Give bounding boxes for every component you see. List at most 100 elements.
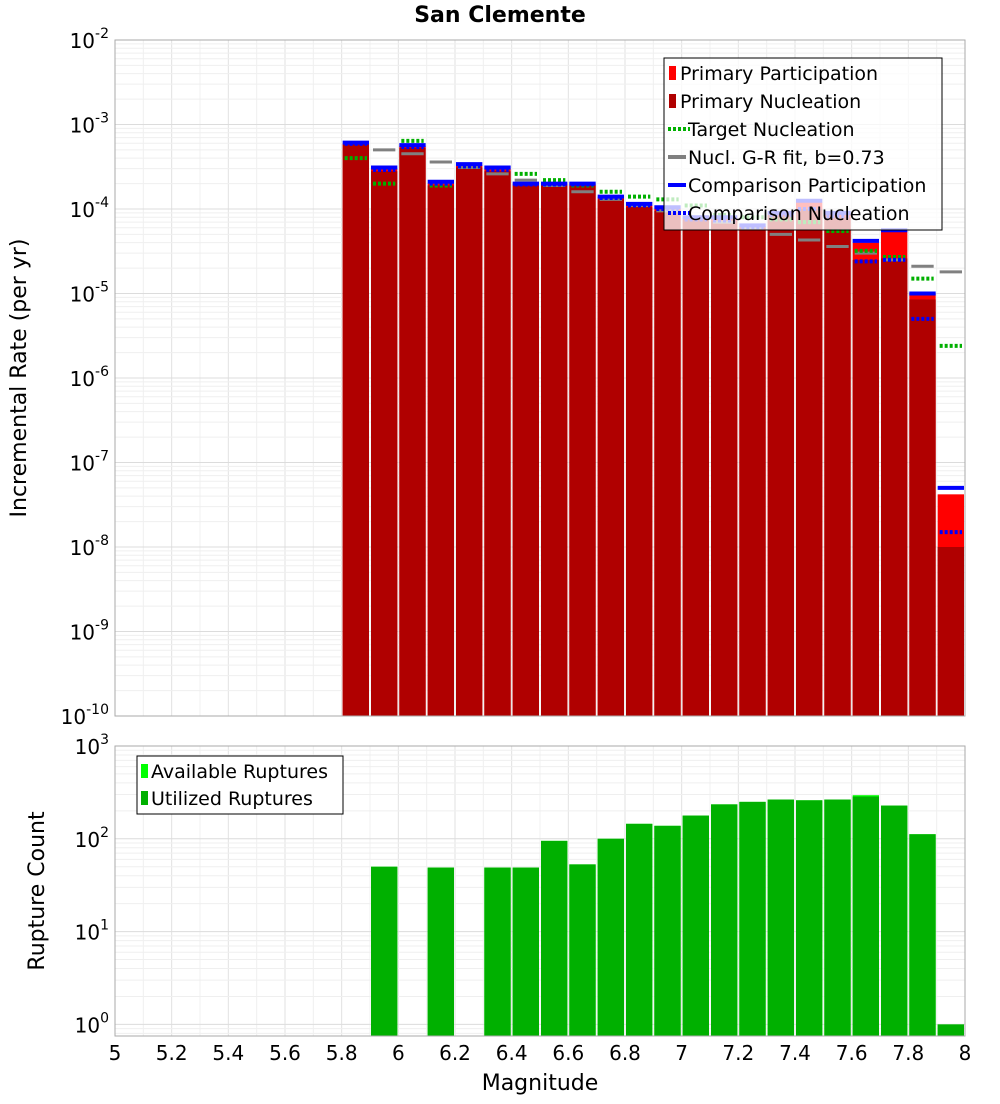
utilized-ruptures-bar [541,840,568,1036]
top-y-tick-base: 10 [70,283,95,307]
utilized-ruptures-bar [512,867,539,1036]
legend-swatch-box [141,764,148,778]
bottom-y-tick-exponent: 3 [100,732,109,748]
top-y-tick-base: 10 [70,114,95,138]
bottom-plot-frame [114,745,966,1037]
primary-nucleation-bar [937,547,964,716]
top-y-tick-exponent: -3 [95,111,109,127]
x-tick-label: 5.4 [212,1041,244,1065]
top-plot-frame [114,39,966,717]
top-y-axis-label: Incremental Rate (per yr) [7,239,32,518]
top-y-tick-base: 10 [70,536,95,560]
utilized-ruptures-bar [371,866,398,1036]
top-legend-box [663,57,943,231]
chart-title: San Clemente [414,3,586,28]
utilized-ruptures-bar [569,864,596,1036]
primary-nucleation-bar [456,167,483,717]
legend-swatch-box [669,94,676,108]
top-y-tick-exponent: -5 [95,280,109,296]
primary-nucleation-bar [739,227,766,716]
top-y-tick-base: 10 [70,367,95,391]
x-tick-label: 6.8 [609,1041,641,1065]
x-axis-label: Magnitude [482,1071,599,1096]
utilized-ruptures-bar [654,825,681,1036]
top-y-tick-label: 10-7 [70,449,109,476]
top-legend-label: Comparison Nucleation [688,203,910,225]
utilized-ruptures-bar [824,799,851,1036]
top-y-tick-exponent: -10 [86,702,109,718]
top-y-tick-label: 10-6 [70,364,110,391]
top-y-tick-label: 10-9 [70,618,109,645]
utilized-ruptures-bar [739,801,766,1036]
top-y-tick-base: 10 [70,621,95,645]
bottom-y-tick-label: 101 [75,918,109,945]
top-y-tick-exponent: -6 [95,364,109,380]
x-tick-label: 5.2 [156,1041,188,1065]
bottom-y-axis-label: Rupture Count [25,811,50,971]
top-y-tick-exponent: -7 [95,449,109,465]
top-y-tick-base: 10 [61,705,86,729]
x-tick-label: 5 [109,1041,122,1065]
utilized-ruptures-bar [881,805,908,1036]
bottom-y-tick-exponent: 0 [100,1010,109,1026]
bottom-y-tick-base: 10 [75,735,100,759]
primary-nucleation-bar [626,207,653,716]
bottom-y-tick-label: 102 [75,825,109,852]
x-tick-label: 7.6 [836,1041,868,1065]
top-y-tick-label: 10-3 [70,111,109,138]
legend-swatch-box [669,66,676,80]
primary-nucleation-bar [682,219,709,717]
bottom-y-tick-exponent: 2 [100,825,109,841]
x-tick-label: 6.6 [552,1041,584,1065]
x-tick-label: 6 [392,1041,405,1065]
top-y-tick-exponent: -8 [95,533,109,549]
bottom-y-tick-base: 10 [75,1013,100,1037]
x-tick-label: 7.8 [892,1041,924,1065]
x-tick-label: 6.4 [496,1041,528,1065]
utilized-ruptures-bar [937,1024,964,1036]
top-y-tick-label: 10-4 [70,195,110,222]
primary-nucleation-bar [881,258,908,716]
utilized-ruptures-bar [767,799,794,1036]
primary-nucleation-bar [569,185,596,717]
top-y-tick-exponent: -9 [95,618,109,634]
x-tick-label: 7.4 [779,1041,811,1065]
bottom-y-tick-label: 100 [75,1010,109,1037]
top-legend-label: Primary Nucleation [680,91,861,113]
top-y-tick-label: 10-2 [70,26,109,53]
x-tick-label: 7.2 [722,1041,754,1065]
primary-nucleation-bar [371,171,398,716]
primary-nucleation-bar [711,221,738,716]
utilized-ruptures-bar [682,815,709,1036]
top-y-tick-label: 10-8 [70,533,109,560]
x-tick-label: 6.2 [439,1041,471,1065]
top-y-tick-label: 10-5 [70,280,109,307]
primary-nucleation-bar [512,185,539,717]
bottom-legend-label: Available Ruptures [151,761,328,783]
top-y-tick-base: 10 [70,29,95,53]
primary-nucleation-bar [541,185,568,717]
utilized-ruptures-bar [626,823,653,1036]
legend-swatch-box [141,791,148,805]
primary-nucleation-bar [654,210,681,716]
utilized-ruptures-bar [852,796,879,1036]
utilized-ruptures-bar [711,804,738,1036]
bottom-y-tick-exponent: 1 [100,918,109,934]
primary-nucleation-bar [484,171,511,716]
bottom-legend-box [136,755,344,815]
primary-nucleation-bar [767,214,794,716]
top-legend-label: Primary Participation [680,63,878,85]
bottom-y-tick-base: 10 [75,828,100,852]
primary-nucleation-bar [852,259,879,716]
x-tick-label: 5.6 [269,1041,301,1065]
top-y-tick-label: 10-10 [61,702,109,729]
utilized-ruptures-bar [909,834,936,1036]
top-legend-label: Nucl. G-R fit, b=0.73 [688,147,885,169]
primary-nucleation-bar [796,209,823,716]
utilized-ruptures-bar [484,867,511,1036]
x-tick-label: 5.8 [326,1041,358,1065]
top-y-tick-exponent: -4 [95,195,109,211]
utilized-ruptures-bar [796,800,823,1036]
bottom-legend-label: Utilized Ruptures [151,788,313,810]
